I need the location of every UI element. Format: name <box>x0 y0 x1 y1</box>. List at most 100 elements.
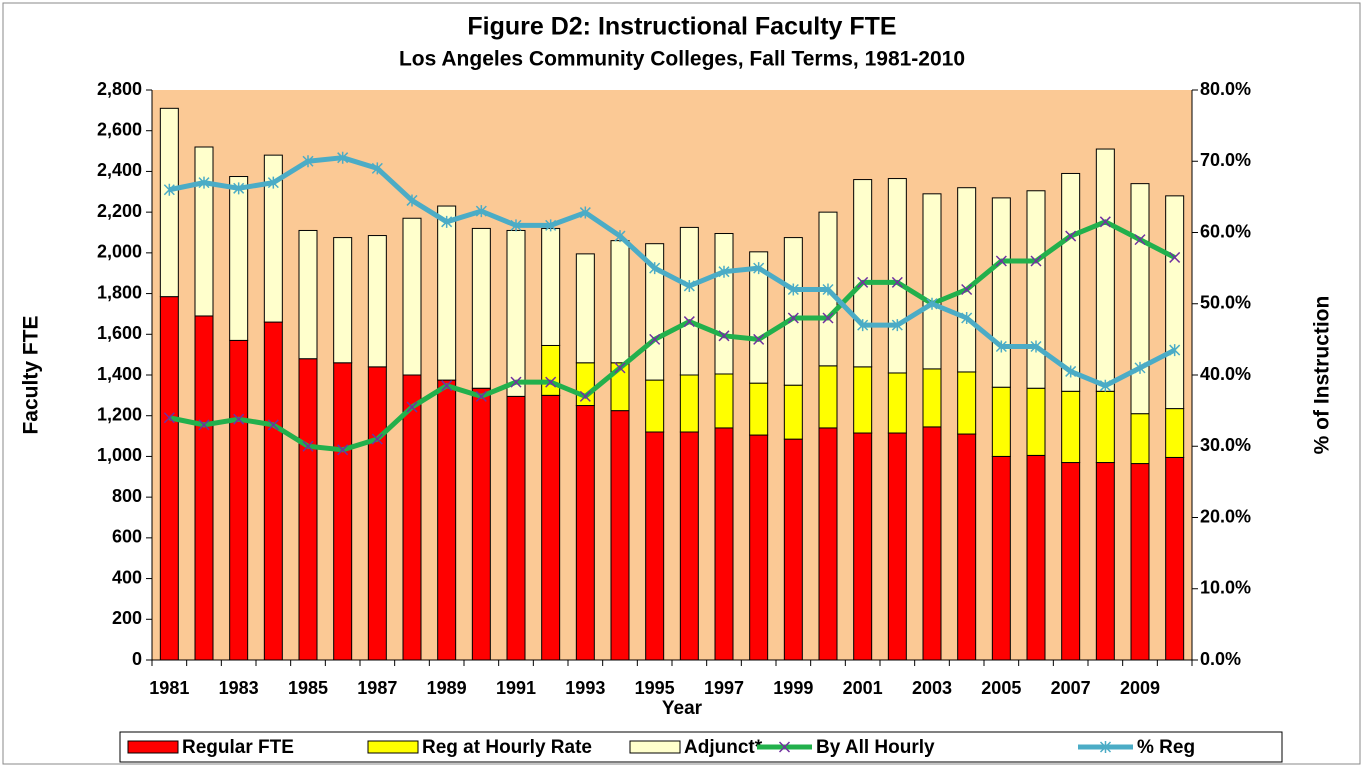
line-marker <box>510 219 522 232</box>
bar-segment <box>1095 462 1115 661</box>
line-marker <box>441 380 453 392</box>
line-marker <box>649 262 661 275</box>
bar-segment <box>575 362 595 407</box>
line-marker <box>891 276 903 288</box>
bar-segment <box>853 432 873 661</box>
line-marker <box>787 283 799 296</box>
y-tick-label: 400 <box>112 567 142 587</box>
x-tick-label: 1999 <box>773 678 813 698</box>
y-tick-label: 2,400 <box>97 160 142 180</box>
y2-tick-label: 10.0% <box>1200 578 1251 598</box>
line-marker <box>475 205 487 218</box>
line-marker <box>233 182 245 195</box>
bar-segment <box>922 368 942 428</box>
bar-segment <box>714 233 734 375</box>
bar-segment <box>957 371 977 435</box>
bar-segment <box>367 366 387 661</box>
y-tick-label: 600 <box>112 527 142 547</box>
line-marker <box>1030 340 1042 353</box>
bar-segment <box>610 240 630 364</box>
bar-segment <box>1130 463 1150 661</box>
line-marker <box>579 390 591 402</box>
line-marker <box>1065 230 1077 242</box>
line-series <box>168 219 1176 453</box>
legend-label: Regular FTE <box>182 737 294 758</box>
line-marker <box>683 316 695 328</box>
x-tick-label: 2001 <box>843 678 883 698</box>
legend-label: By All Hourly <box>816 737 935 758</box>
line-marker <box>787 312 799 324</box>
line-marker <box>406 194 418 207</box>
line-marker <box>891 319 903 332</box>
bar-segment <box>749 434 769 661</box>
bar-segment <box>263 321 283 661</box>
bar-segment <box>922 426 942 661</box>
bar-segment <box>1130 413 1150 465</box>
line-marker <box>1065 365 1077 378</box>
line-marker <box>163 412 175 424</box>
line-marker <box>337 444 349 456</box>
bar-segment <box>298 358 318 661</box>
line-marker <box>1169 344 1181 357</box>
bar-segment <box>1026 454 1046 661</box>
bar-segment <box>853 179 873 368</box>
y2-axis-label: % of Instruction <box>1311 296 1334 455</box>
y2-tick-label: 20.0% <box>1200 506 1251 526</box>
y-tick-label: 800 <box>112 486 142 506</box>
bar-segment <box>263 154 283 323</box>
bar-segment <box>194 146 214 317</box>
x-axis-label: Year <box>662 698 703 719</box>
x-tick-label: 1997 <box>704 678 744 698</box>
bar-segment <box>402 217 422 376</box>
bar-segment <box>645 379 665 433</box>
bar-segment <box>1165 408 1185 458</box>
bar-segment <box>610 410 630 661</box>
bar-segment <box>1061 390 1081 464</box>
bar-segment <box>818 365 838 429</box>
bar-segment <box>471 387 491 661</box>
x-tick-label: 1989 <box>427 678 467 698</box>
bar-segment <box>783 438 803 661</box>
bar-segment <box>1165 195 1185 410</box>
bar-segment <box>714 427 734 661</box>
legend-label: Adjunct* <box>684 737 763 758</box>
line-marker <box>302 440 314 452</box>
line-marker <box>649 333 661 345</box>
legend-label: Reg at Hourly Rate <box>422 737 592 758</box>
line-marker <box>614 362 626 374</box>
y-tick-label: 2,200 <box>97 201 142 221</box>
line-marker <box>475 390 487 402</box>
bar-segment <box>506 229 526 397</box>
bar-segment <box>541 227 561 346</box>
bar-segment <box>1061 172 1081 392</box>
x-tick-label: 1987 <box>357 678 397 698</box>
line-marker <box>822 283 834 296</box>
line-marker <box>302 155 314 168</box>
bar-segment <box>749 382 769 436</box>
y-tick-label: 2,800 <box>97 79 142 99</box>
bar-segment <box>1026 190 1046 389</box>
x-tick-label: 2009 <box>1120 678 1160 698</box>
line-marker <box>1134 234 1146 246</box>
legend-swatch <box>127 740 179 754</box>
line-marker <box>718 265 730 278</box>
y2-tick-label: 60.0% <box>1200 221 1251 241</box>
x-tick-label: 2003 <box>912 678 952 698</box>
plot-area <box>152 90 1192 660</box>
bar-segment <box>991 455 1011 661</box>
y2-tick-label: 30.0% <box>1200 435 1251 455</box>
line-marker <box>545 219 557 232</box>
bar-segment <box>575 253 595 364</box>
line-marker <box>545 376 557 388</box>
bar-segment <box>471 227 491 389</box>
bar-segment <box>679 226 699 376</box>
y-tick-label: 2,000 <box>97 242 142 262</box>
line-marker <box>1134 361 1146 374</box>
line-marker <box>441 215 453 228</box>
line-marker <box>753 333 765 345</box>
line-marker <box>961 283 973 296</box>
line-marker <box>753 262 765 275</box>
bar-segment <box>506 395 526 661</box>
line-marker <box>926 297 938 310</box>
bar-segment <box>1095 148 1115 392</box>
